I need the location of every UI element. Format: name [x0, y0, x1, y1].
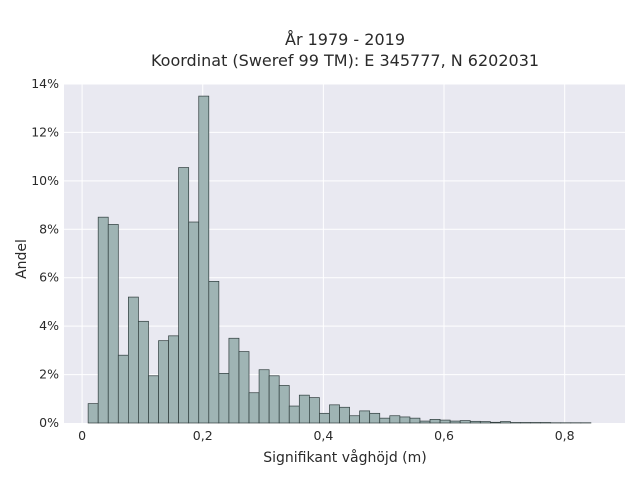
- x-tick-label: 0,6: [434, 428, 454, 443]
- histogram-bar: [349, 415, 360, 424]
- histogram-bar: [198, 95, 210, 424]
- histogram-bar: [490, 421, 501, 424]
- histogram-bar: [298, 394, 310, 424]
- x-tick-label: 0,8: [555, 428, 575, 443]
- histogram-bar: [268, 375, 280, 424]
- histogram-bar: [449, 420, 461, 424]
- y-axis-label: Andel: [14, 239, 30, 279]
- histogram-bar: [359, 410, 371, 424]
- histogram-bar: [97, 216, 109, 424]
- histogram-bar: [288, 405, 300, 424]
- y-tick-label: 8%: [39, 221, 59, 236]
- plot-area: [64, 84, 625, 423]
- histogram-bar: [128, 296, 139, 424]
- y-tick-label: 0%: [39, 415, 59, 430]
- histogram-bar: [87, 403, 99, 424]
- histogram-bar: [469, 420, 481, 424]
- histogram-bar: [319, 412, 330, 424]
- histogram-bar: [309, 397, 320, 424]
- histogram-bar: [188, 221, 200, 424]
- x-tick-label: 0: [78, 428, 86, 443]
- histogram-bar: [168, 335, 179, 424]
- histogram-bar: [500, 421, 511, 424]
- histogram-bar: [339, 406, 350, 424]
- histogram-bar: [409, 417, 421, 424]
- chart-title-line1: År 1979 - 2019: [285, 30, 405, 49]
- x-tick-label: 0,4: [313, 428, 333, 443]
- histogram-bar: [379, 417, 391, 424]
- histogram-bar: [329, 404, 340, 424]
- histogram-bar: [138, 320, 149, 424]
- histogram-bar: [228, 337, 240, 424]
- histogram-bar: [389, 415, 401, 424]
- histogram-bar: [158, 340, 169, 424]
- histogram-bar: [278, 385, 290, 424]
- y-tick-label: 2%: [39, 367, 59, 382]
- histogram-bar: [117, 354, 129, 424]
- histogram-bar: [439, 419, 451, 424]
- histogram-bar: [258, 369, 270, 424]
- bars: [87, 95, 592, 424]
- y-tick-label: 10%: [31, 173, 59, 188]
- y-tick-label: 14%: [31, 76, 59, 91]
- histogram-bar: [429, 419, 441, 424]
- histogram-bar: [248, 392, 260, 424]
- histogram-bar: [479, 421, 491, 424]
- y-tick-label: 4%: [39, 318, 59, 333]
- histogram-bar: [419, 420, 431, 424]
- x-axis-label: Signifikant våghöjd (m): [263, 449, 426, 466]
- histogram-bar: [107, 224, 119, 424]
- x-axis-ticks: 0 0,2 0,4 0,6 0,8: [78, 428, 575, 443]
- histogram-bar: [459, 420, 471, 424]
- y-tick-label: 6%: [39, 270, 59, 285]
- histogram-bar: [238, 351, 250, 424]
- histogram-bar: [178, 167, 190, 424]
- y-tick-label: 12%: [31, 124, 59, 139]
- histogram-bar: [218, 373, 230, 424]
- histogram-bar: [208, 280, 220, 424]
- histogram-bar: [399, 416, 411, 424]
- histogram-bar: [369, 412, 381, 424]
- y-axis-ticks: 0% 2% 4% 6% 8% 10% 12% 14%: [31, 76, 59, 430]
- chart-title-line2: Koordinat (Sweref 99 TM): E 345777, N 62…: [151, 51, 539, 70]
- x-tick-label: 0,2: [193, 428, 213, 443]
- histogram-bar: [148, 375, 159, 424]
